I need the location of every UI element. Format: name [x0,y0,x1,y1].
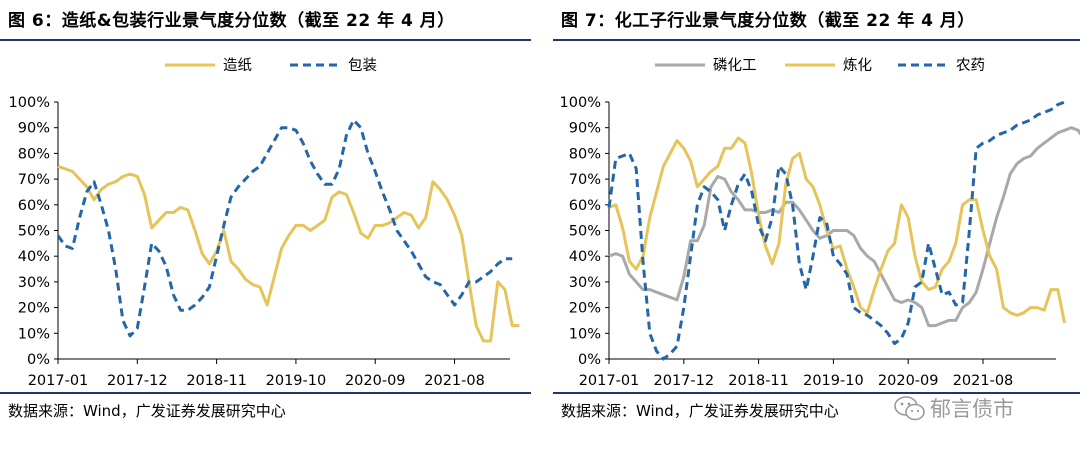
left-y-tick-label: 30% [18,275,50,291]
right-legend-label-1: 磷化工 [713,57,757,74]
right-x-tick-label: 2017-12 [654,373,715,389]
right-series-line-1 [608,126,1080,328]
left-title-rule [0,39,531,41]
right-y-tick-label: 70% [569,172,601,188]
right-y-tick-label: 100% [560,95,601,111]
right-chart-title: 图 7：化工子行业景气度分位数（截至 22 年 4 月） [561,11,975,31]
right-y-tick-label: 80% [569,146,601,162]
right-legend-label-2: 炼化 [843,57,872,74]
left-x-tick-label: 2020-09 [345,373,406,389]
right-y-tick-label: 40% [569,249,601,265]
left-chart-title: 图 6：造纸&包装行业景气度分位数（截至 22 年 4 月） [8,11,455,31]
right-x-tick-label: 2021-08 [953,373,1014,389]
left-panel: 图 6：造纸&包装行业景气度分位数（截至 22 年 4 月） 0% 10% 20% 3… [0,0,531,452]
right-legend-label-3: 农药 [956,57,985,74]
left-x-tick-label: 2018-11 [186,373,247,389]
right-title-rule [553,39,1080,41]
right-x-tick-label: 2018-11 [728,373,789,389]
left-x-tick-label: 2021-08 [424,373,485,389]
left-legend-label-2: 包装 [348,57,377,74]
left-x-tick-label: 2019-10 [266,373,327,389]
right-y-tick-label: 0% [578,352,601,368]
right-series-line-2 [608,136,1067,324]
watermark-text: 郁言债市 [930,397,1014,421]
left-legend-label-1: 造纸 [223,57,252,74]
left-y-tick-label: 10% [18,326,50,342]
right-y-tick-label: 20% [569,301,601,317]
right-series-line-3 [607,100,1066,361]
right-y-tick-label: 90% [569,121,601,137]
left-y-tick-label: 40% [18,249,50,265]
right-y-tick-label: 50% [569,224,601,240]
wechat-icon [894,396,925,421]
right-x-tick-label: 2020-09 [878,373,939,389]
right-y-tick-label: 60% [569,198,601,214]
left-x-tick-label: 2017-12 [107,373,168,389]
watermark: 郁言债市 [893,393,1080,421]
left-source-note: 数据来源：Wind，广发证券发展研究中心 [8,402,286,420]
left-x-tick-label: 2017-01 [28,373,89,389]
left-line-chart: 0% 10% 20% 30% 40% 50% 60% 70% 80% 90% 100% 2017-01… [9,57,520,389]
right-bottom-rule [553,392,1080,394]
right-x-tick-label: 2019-10 [803,373,864,389]
right-y-tick-label: 30% [569,275,601,291]
left-y-tick-label: 90% [18,121,50,137]
left-y-tick-label: 20% [18,301,50,317]
left-bottom-rule [0,392,531,394]
left-y-tick-label: 70% [18,172,50,188]
left-y-tick-label: 0% [27,352,50,368]
left-y-tick-label: 60% [18,198,50,214]
right-line-chart: 0% 10% 20% 30% 40% 50% 60% 70% 80% 90% 100% 2017-01… [560,57,1080,389]
right-x-tick-label: 2017-01 [579,373,640,389]
left-series-line-1 [57,164,520,343]
right-panel: 图 7：化工子行业景气度分位数（截至 22 年 4 月） 0% 10% 20% 30%… [553,0,1080,452]
left-y-tick-label: 100% [9,95,50,111]
right-y-tick-label: 10% [569,326,601,342]
right-source-note: 数据来源：Wind，广发证券发展研究中心 [561,402,839,420]
left-series-line-2 [56,118,513,338]
left-y-tick-label: 50% [18,224,50,240]
left-y-tick-label: 80% [18,146,50,162]
